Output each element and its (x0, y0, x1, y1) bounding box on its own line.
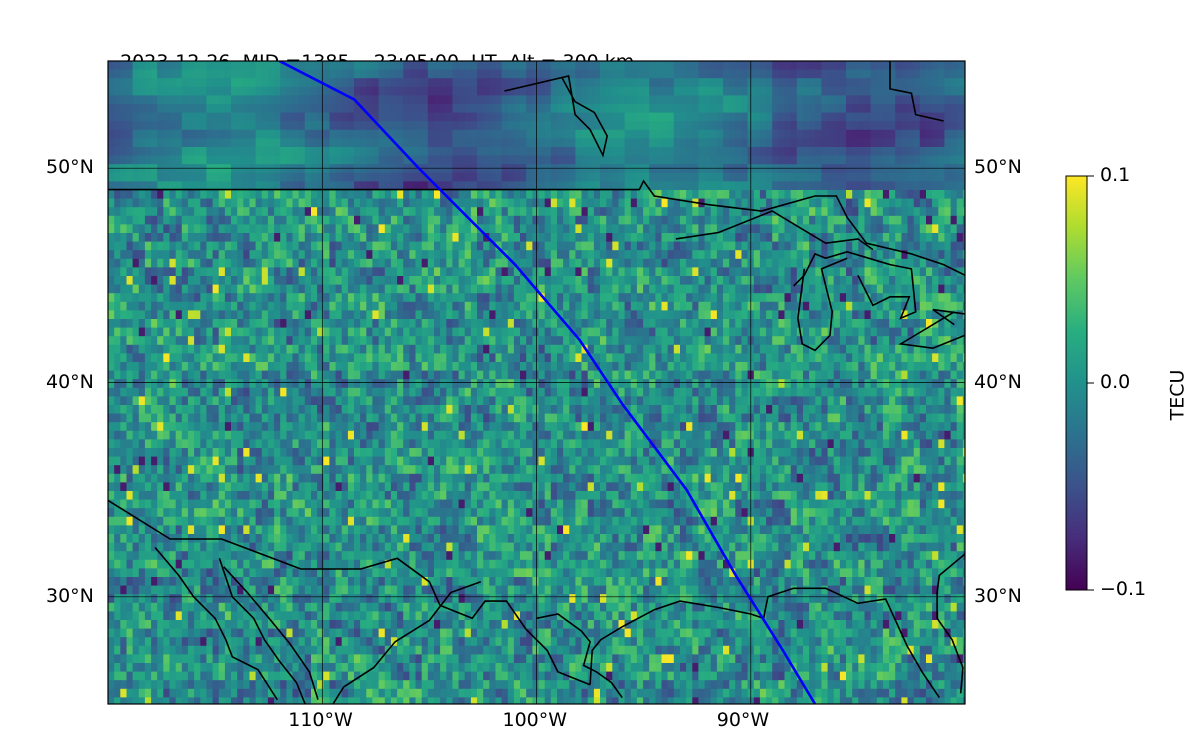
lat-label-right-40: 40°N (974, 370, 1022, 393)
lon-label-100: 100°W (502, 709, 568, 731)
map-frame (107, 60, 966, 705)
colorbar-tick-label-0: 0.1 (1100, 164, 1131, 186)
lat-label-left-50: 50°N (46, 156, 94, 179)
lon-label-110: 110°W (288, 709, 353, 731)
lat-label-left-40: 40°N (46, 370, 94, 393)
colorbar-title: TECU (1166, 369, 1189, 421)
coastlines-and-borders (108, 61, 965, 704)
tec-heatmap (108, 61, 965, 704)
colorbar-tick-label-1: 0.0 (1100, 371, 1131, 393)
lat-label-right-50: 50°N (974, 156, 1022, 179)
gridlines (108, 61, 965, 704)
colorbar-tick-label-2: −0.1 (1100, 578, 1147, 600)
colorbar (1065, 175, 1088, 591)
lon-label-90: 90°W (716, 709, 770, 731)
colorbar-ticks (1087, 175, 1094, 591)
lat-label-left-30: 30°N (46, 584, 94, 607)
satellite-track (278, 61, 817, 704)
lat-label-right-30: 30°N (974, 584, 1022, 607)
